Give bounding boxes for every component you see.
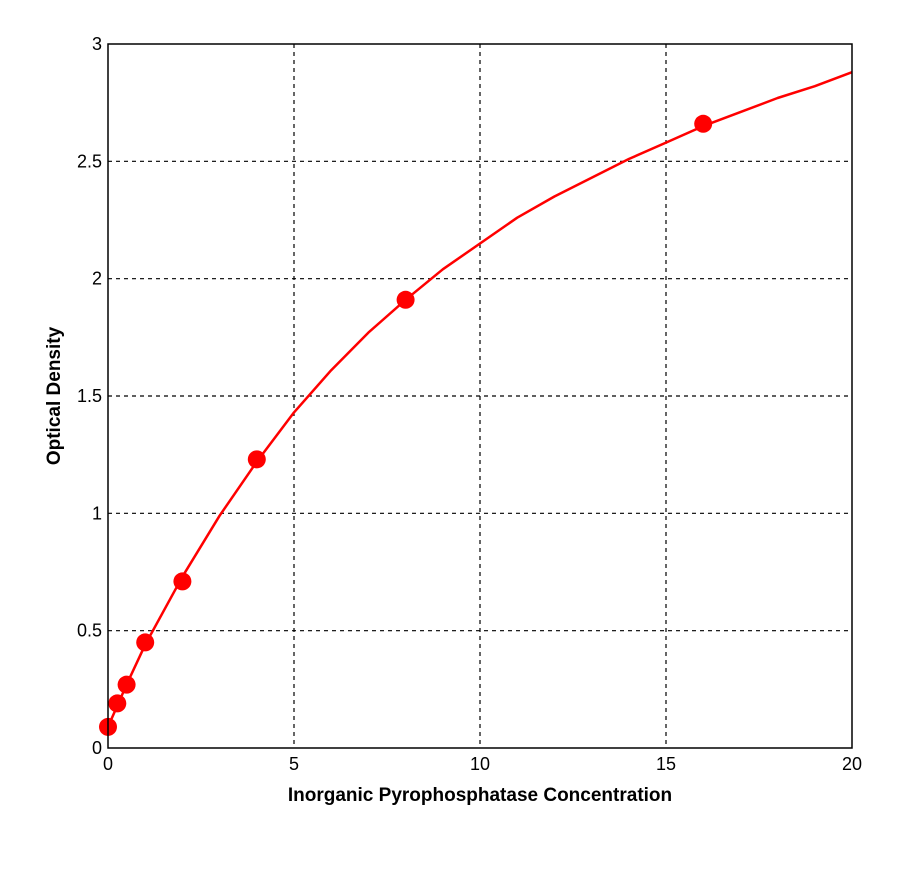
y-tick-label: 1 (92, 503, 102, 523)
fit-curve-layer (106, 71, 853, 728)
x-axis-title: Inorganic Pyrophosphatase Concentration (288, 785, 672, 806)
x-tick-label: 20 (842, 754, 862, 774)
y-tick-label: 2.5 (77, 151, 102, 171)
data-point (173, 572, 192, 591)
y-axis-ticks: 0 0.5 1 1.5 2 2.5 3 (77, 34, 102, 758)
y-tick-label: 2 (92, 269, 102, 289)
plot-frame (107, 43, 853, 749)
x-tick-label: 5 (289, 754, 299, 774)
data-points-layer (99, 114, 713, 736)
x-tick-label: 15 (656, 754, 676, 774)
x-tick-label: 0 (103, 754, 113, 774)
y-axis-title: Optical Density (44, 326, 65, 465)
data-point (247, 450, 266, 469)
data-point (136, 633, 155, 652)
fit-curve-line (106, 71, 853, 728)
y-tick-label: 3 (92, 34, 102, 54)
data-point (396, 290, 415, 309)
y-tick-label: 0.5 (77, 621, 102, 641)
grid-lines (108, 44, 852, 748)
x-axis-ticks: 0 5 10 15 20 (103, 754, 862, 774)
data-point (108, 694, 127, 713)
y-tick-label: 0 (92, 738, 102, 758)
data-point (694, 114, 713, 133)
y-tick-label: 1.5 (77, 386, 102, 406)
data-point (117, 675, 136, 694)
x-tick-label: 10 (470, 754, 490, 774)
